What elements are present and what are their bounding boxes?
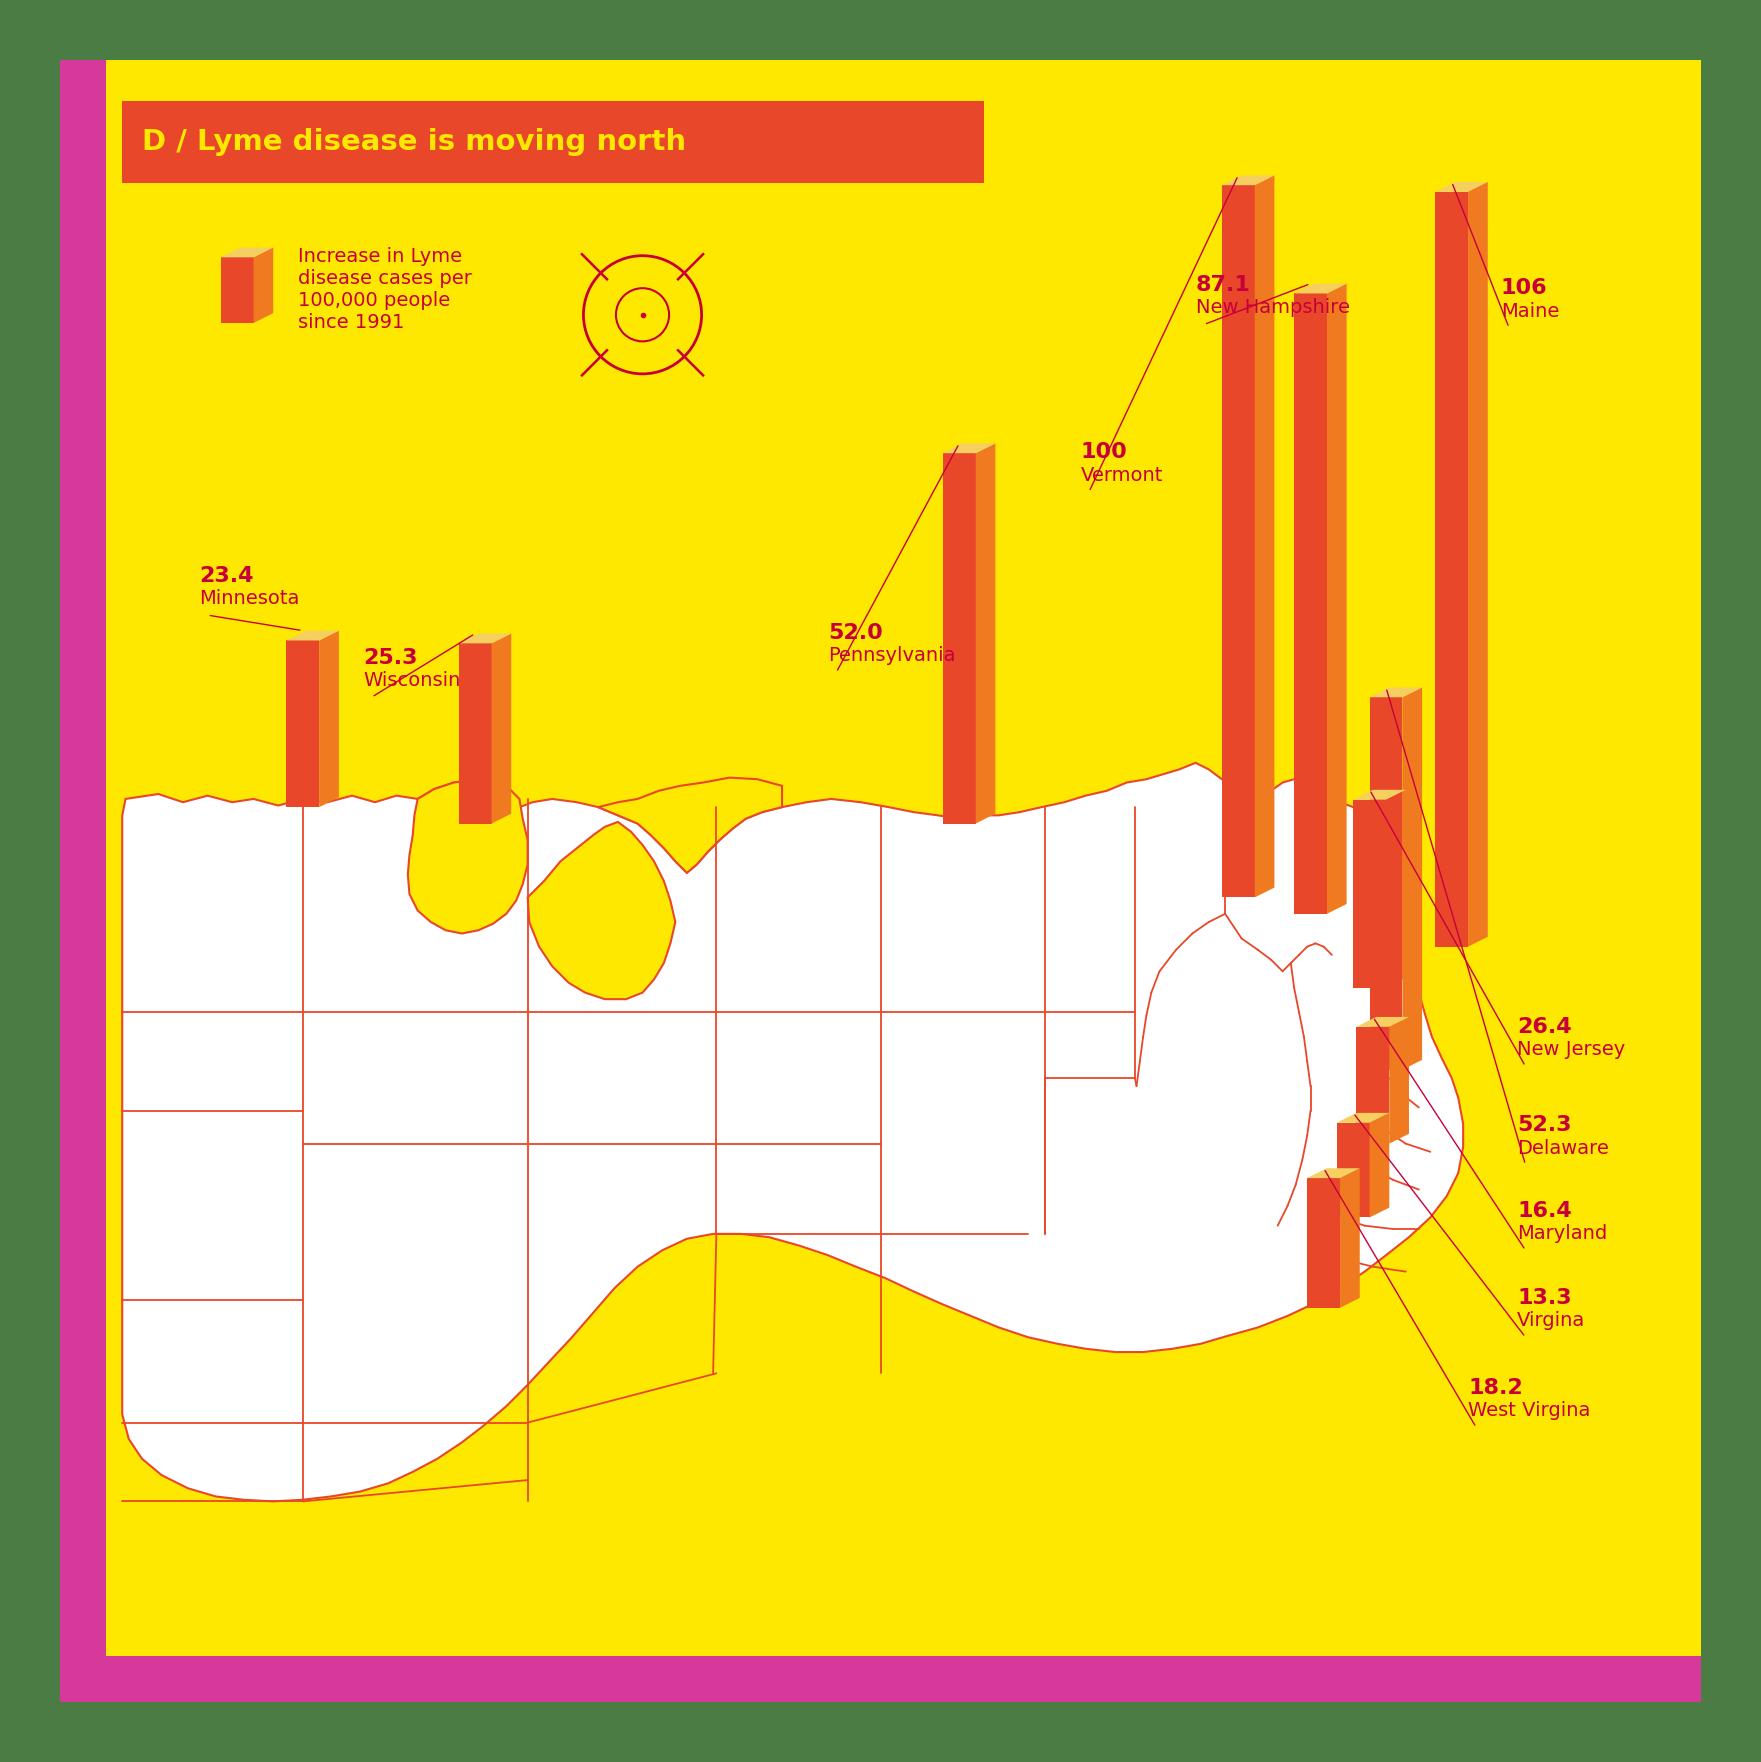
Polygon shape: [942, 453, 976, 823]
Text: 52.3: 52.3: [1518, 1115, 1573, 1135]
Text: New Jersey: New Jersey: [1518, 1040, 1625, 1059]
Polygon shape: [1222, 185, 1254, 897]
Text: New Hampshire: New Hampshire: [1196, 298, 1349, 317]
Polygon shape: [1328, 284, 1347, 914]
Polygon shape: [1435, 181, 1488, 192]
Polygon shape: [1222, 176, 1275, 185]
Text: D / Lyme disease is moving north: D / Lyme disease is moving north: [143, 129, 687, 157]
Text: 100: 100: [1081, 442, 1127, 462]
Polygon shape: [1254, 176, 1275, 897]
Text: 106: 106: [1500, 278, 1548, 298]
Polygon shape: [417, 779, 511, 856]
Polygon shape: [1386, 789, 1405, 988]
Text: Minnesota: Minnesota: [199, 589, 299, 608]
Polygon shape: [1337, 1122, 1370, 1218]
FancyBboxPatch shape: [122, 102, 984, 183]
Polygon shape: [599, 777, 782, 872]
Text: Virgina: Virgina: [1518, 1311, 1585, 1330]
Polygon shape: [1352, 800, 1386, 988]
Polygon shape: [942, 444, 995, 453]
Polygon shape: [458, 634, 511, 643]
Text: Pennsylvania: Pennsylvania: [828, 647, 956, 666]
Text: 25.3: 25.3: [363, 648, 417, 668]
Text: Delaware: Delaware: [1518, 1138, 1610, 1158]
Polygon shape: [458, 643, 491, 823]
FancyBboxPatch shape: [60, 60, 1701, 1702]
Text: Wisconsin: Wisconsin: [363, 671, 461, 691]
Text: Increase in Lyme
disease cases per
100,000 people
since 1991: Increase in Lyme disease cases per 100,0…: [298, 247, 472, 333]
Text: 23.4: 23.4: [199, 566, 254, 585]
Polygon shape: [1370, 698, 1402, 1070]
Bar: [60, 60, 106, 1702]
Polygon shape: [1352, 789, 1405, 800]
Polygon shape: [220, 257, 254, 322]
Polygon shape: [1337, 1114, 1389, 1122]
Polygon shape: [1402, 687, 1423, 1070]
Polygon shape: [122, 763, 1463, 1501]
Text: Maryland: Maryland: [1518, 1225, 1608, 1242]
Polygon shape: [254, 247, 273, 322]
Text: 18.2: 18.2: [1469, 1378, 1523, 1397]
Polygon shape: [1370, 1114, 1389, 1218]
Polygon shape: [1307, 1179, 1340, 1307]
Text: 87.1: 87.1: [1196, 275, 1250, 294]
Text: West Virgina: West Virgina: [1469, 1401, 1590, 1420]
Text: 52.0: 52.0: [828, 624, 882, 643]
Polygon shape: [1356, 1017, 1409, 1027]
Polygon shape: [409, 779, 528, 934]
Text: 16.4: 16.4: [1518, 1200, 1573, 1221]
Polygon shape: [287, 640, 319, 807]
Polygon shape: [1435, 192, 1469, 946]
Polygon shape: [491, 634, 511, 823]
Polygon shape: [1389, 1017, 1409, 1144]
Polygon shape: [287, 631, 338, 640]
Polygon shape: [1294, 294, 1328, 914]
Text: 26.4: 26.4: [1518, 1017, 1573, 1036]
Polygon shape: [1294, 284, 1347, 294]
Polygon shape: [528, 821, 676, 999]
Bar: [60, 1656, 1701, 1702]
Text: 13.3: 13.3: [1518, 1288, 1573, 1307]
Polygon shape: [220, 247, 273, 257]
Polygon shape: [1340, 1168, 1359, 1307]
Text: Vermont: Vermont: [1081, 465, 1162, 485]
Text: Maine: Maine: [1500, 301, 1558, 321]
Polygon shape: [976, 444, 995, 823]
Polygon shape: [1370, 687, 1423, 698]
Polygon shape: [319, 631, 338, 807]
Polygon shape: [1307, 1168, 1359, 1179]
Polygon shape: [1469, 181, 1488, 946]
Polygon shape: [1356, 1027, 1389, 1144]
